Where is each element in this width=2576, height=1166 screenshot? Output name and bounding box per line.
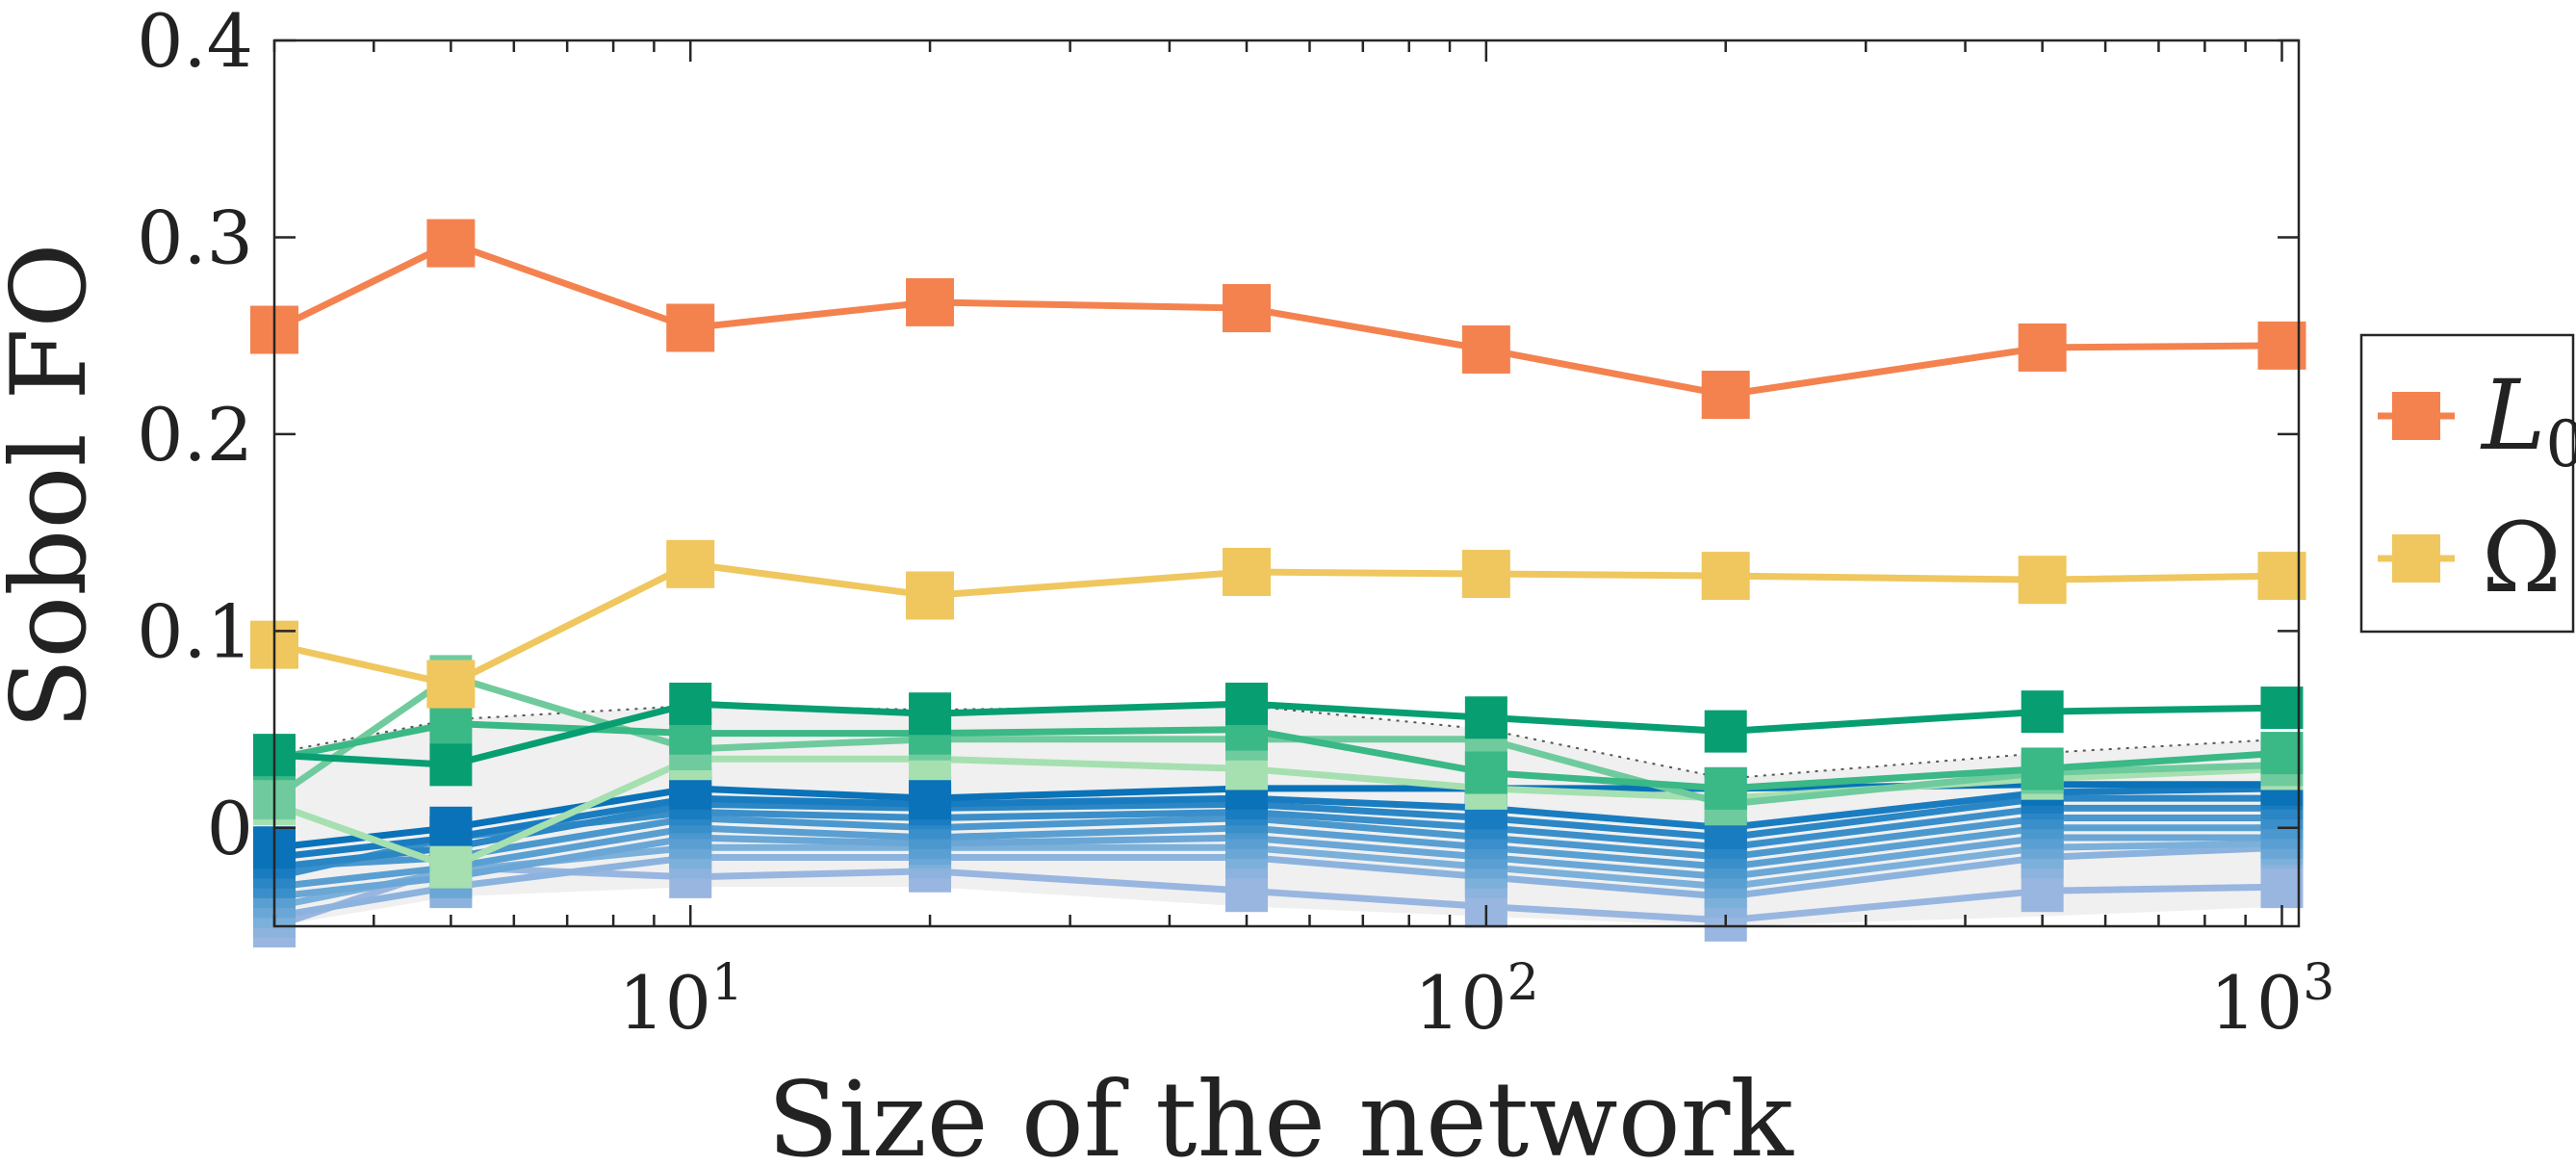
data-point-2-2 <box>669 682 712 725</box>
legend: L0 Ω <box>2359 333 2576 634</box>
data-point-1-4 <box>1223 548 1272 596</box>
data-point-3-1 <box>429 702 473 745</box>
confidence-band-edge <box>273 705 2282 780</box>
data-point-2-7 <box>2021 690 2064 734</box>
axis-ticks: 101 102 103 0 0.1 0.2 0.3 0.4 <box>137 0 2334 1046</box>
data-point-3-6 <box>1704 766 1747 810</box>
series-line-1 <box>273 560 2282 688</box>
data-point-2-1 <box>429 743 473 787</box>
legend-entry-1: Ω <box>2482 502 2562 614</box>
legend-entry-0: L0 <box>2480 359 2576 481</box>
x-tick-label: 101 <box>618 954 743 1046</box>
series-layer <box>250 219 2306 947</box>
y-tick-label: 0.3 <box>137 194 253 280</box>
series-0 <box>250 219 2306 419</box>
data-point-6-1 <box>429 806 473 849</box>
data-point-1-7 <box>2018 556 2067 605</box>
series-line-0 <box>272 240 2282 399</box>
legend-swatch-marker-0 <box>2392 392 2440 440</box>
data-point-0-5 <box>1461 324 1510 374</box>
data-point-1-3 <box>906 571 955 620</box>
data-point-2-4 <box>1225 682 1269 725</box>
y-axis-label: Sobol FO <box>0 243 110 730</box>
y-tick-label: 0 <box>207 786 253 871</box>
data-point-3-5 <box>1464 751 1507 794</box>
series-1 <box>250 539 2306 709</box>
data-point-5-1 <box>429 845 473 889</box>
y-tick-label: 0.4 <box>137 0 253 84</box>
data-point-0-6 <box>1701 371 1750 419</box>
plot-border <box>272 39 2301 928</box>
series-2 <box>253 682 2304 787</box>
data-point-1-5 <box>1461 550 1510 599</box>
x-axis-label: Size of the network <box>767 1060 1794 1166</box>
data-point-6-3 <box>909 777 952 820</box>
data-point-0-2 <box>666 303 715 352</box>
x-tick-label: 103 <box>2210 954 2335 1046</box>
data-point-3-7 <box>2021 747 2064 790</box>
data-point-3-8 <box>2260 732 2304 775</box>
x-tick-label: 102 <box>1414 954 1539 1046</box>
data-point-1-1 <box>426 660 476 709</box>
y-tick-label: 0.2 <box>137 392 253 478</box>
data-point-2-5 <box>1464 696 1507 739</box>
data-point-2-3 <box>909 692 952 736</box>
data-point-0-3 <box>906 277 955 326</box>
data-point-2-8 <box>2260 687 2304 730</box>
data-point-1-2 <box>666 539 715 588</box>
y-tick-label: 0.1 <box>137 588 253 674</box>
legend-swatch-marker-1 <box>2392 534 2440 583</box>
data-point-2-6 <box>1704 710 1747 753</box>
data-point-0-7 <box>2018 323 2067 372</box>
data-point-1-6 <box>1701 552 1750 601</box>
data-point-0-1 <box>426 219 476 268</box>
plot-frame <box>272 39 2301 928</box>
data-point-15-8 <box>2260 866 2304 909</box>
data-point-0-4 <box>1223 284 1272 333</box>
